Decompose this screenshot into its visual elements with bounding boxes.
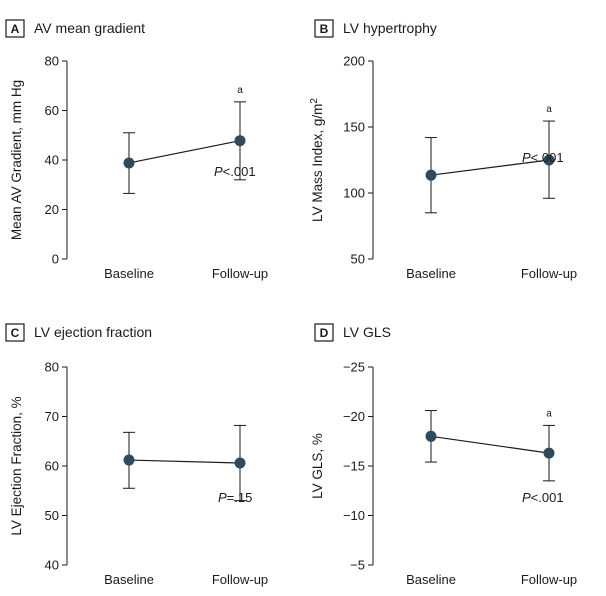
data-point (234, 457, 246, 469)
y-tick-label: 20 (45, 202, 59, 217)
x-tick-label: Baseline (104, 266, 154, 281)
panel-c: C LV ejection fraction 40 50 60 70 80 LV Ejecti… (5, 323, 268, 587)
p-value-letter: P (522, 150, 531, 165)
panel-title: AV mean gradient (34, 20, 145, 36)
p-value-number: =.15 (227, 490, 253, 505)
significance-marker: a (546, 104, 552, 115)
y-axis-label: LV Ejection Fraction, % (9, 396, 24, 535)
p-value-number: <.001 (531, 150, 564, 165)
y-tick-label: 200 (343, 54, 365, 69)
panel-title: LV hypertrophy (343, 20, 437, 36)
y-tick-label: −5 (350, 558, 365, 573)
panel-label: B (320, 22, 329, 36)
data-point (234, 135, 246, 147)
p-value-letter: P (218, 490, 227, 505)
data-point (425, 169, 437, 181)
panel-b: B LV hypertrophy 50 100 150 200 LV Mass Index,… (309, 19, 577, 281)
data-point (123, 157, 135, 169)
x-tick-label: Follow-up (212, 266, 268, 281)
data-point (123, 454, 135, 466)
y-tick-label: 50 (351, 252, 365, 267)
p-value-number: <.001 (531, 490, 564, 505)
p-value-annotation: P=.15 (218, 490, 252, 505)
y-tick-label: 150 (343, 120, 365, 135)
p-value-letter: P (214, 164, 223, 179)
y-tick-label: −20 (343, 409, 365, 424)
y-axis-label: LV GLS, % (310, 433, 325, 499)
y-tick-label: 60 (45, 459, 59, 474)
p-value-number: <.001 (223, 164, 256, 179)
panel-title: LV GLS (343, 324, 391, 340)
y-tick-label: −10 (343, 508, 365, 523)
data-point (543, 154, 555, 166)
x-tick-label: Baseline (406, 266, 456, 281)
panel-label: A (11, 22, 20, 36)
y-tick-label: 40 (45, 558, 59, 573)
p-value-annotation: P<.001 (522, 490, 564, 505)
panel-title: LV ejection fraction (34, 324, 152, 340)
x-tick-label: Follow-up (521, 572, 577, 587)
y-tick-label: 70 (45, 409, 59, 424)
y-tick-label: 40 (45, 153, 59, 168)
series-line (128, 459, 241, 464)
data-point (543, 447, 555, 459)
panel-d: D LV GLS −25 −20 −15 −10 −5 LV GLS, % Baseline Fo… (310, 323, 577, 587)
panel-label-box (314, 323, 334, 342)
p-value-letter: P (522, 490, 531, 505)
y-tick-label: 80 (45, 360, 59, 375)
y-tick-label: 80 (45, 54, 59, 69)
data-point (425, 430, 437, 442)
y-tick-label: 0 (52, 252, 59, 267)
x-tick-label: Baseline (406, 572, 456, 587)
panel-label-box (314, 19, 334, 38)
y-axis-label: Mean AV Gradient, mm Hg (9, 80, 24, 240)
significance-marker: a (546, 408, 552, 419)
panel-label: C (11, 326, 20, 340)
x-tick-label: Follow-up (212, 572, 268, 587)
y-tick-label: −15 (343, 459, 365, 474)
significance-marker: a (237, 85, 243, 96)
y-tick-label: −25 (343, 360, 365, 375)
x-tick-label: Baseline (104, 572, 154, 587)
y-tick-label: 50 (45, 508, 59, 523)
y-axis-label: LV Mass Index, g/m2 (309, 98, 325, 222)
p-value-annotation: P<.001 (214, 164, 256, 179)
panel-label: D (320, 326, 329, 340)
panel-label-box (5, 323, 25, 342)
y-tick-label: 100 (343, 186, 365, 201)
panel-label-box (5, 19, 25, 38)
x-tick-label: Follow-up (521, 266, 577, 281)
y-axis-label-superscript: 2 (309, 98, 320, 104)
p-value-annotation: P<.001 (522, 150, 564, 165)
panel-a: A AV mean gradient 0 20 40 60 80 Mean AV Gradie… (5, 19, 268, 281)
series-line (430, 435, 550, 454)
y-tick-label: 60 (45, 103, 59, 118)
series-line (430, 159, 550, 176)
series-line (128, 140, 241, 164)
